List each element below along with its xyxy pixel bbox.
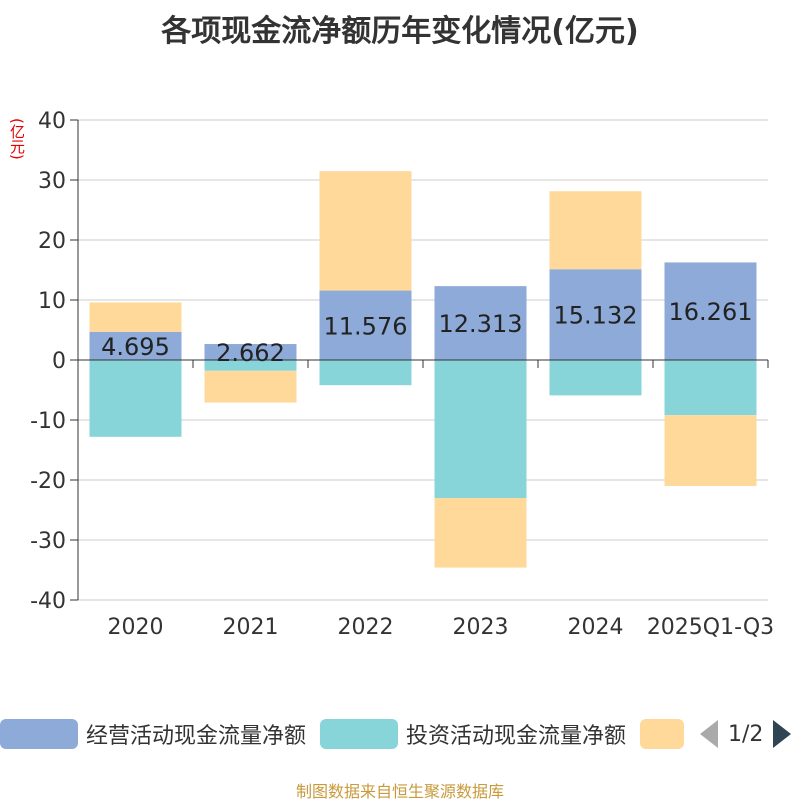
y-axis-unit-label: (亿元) <box>8 118 26 160</box>
bar-operating-2025Q1-Q3 <box>664 262 757 360</box>
data-label-2021: 2.662 <box>216 339 285 367</box>
y-tick-label: 10 <box>38 289 66 314</box>
bar-financing-2022 <box>319 171 412 291</box>
legend-item-investing[interactable]: 投资活动现金流量净额 <box>320 716 626 752</box>
bar-operating-2021 <box>204 344 297 360</box>
y-tick-label: -10 <box>30 409 66 434</box>
y-tick-label: 30 <box>38 169 66 194</box>
bar-investing-2021 <box>204 360 297 371</box>
data-source-footer: 制图数据来自恒生聚源数据库 <box>295 782 504 801</box>
x-tick-label-2025Q1-Q3: 2025Q1-Q3 <box>647 615 774 640</box>
data-label-2022: 11.576 <box>324 312 408 340</box>
data-label-2024: 15.132 <box>554 302 638 330</box>
legend-page-indicator: 1/2 <box>728 721 764 747</box>
legend-item-operating[interactable]: 经营活动现金流量净额 <box>0 716 306 752</box>
legend-swatch-financing <box>640 719 684 749</box>
bar-operating-2024 <box>549 269 642 360</box>
bar-financing-2024 <box>549 191 642 270</box>
legend-item-financing[interactable] <box>640 716 692 752</box>
y-tick-label: -40 <box>30 589 66 614</box>
legend-label-investing: 投资活动现金流量净额 <box>406 724 627 749</box>
x-tick-label-2020: 2020 <box>108 615 164 640</box>
legend: 经营活动现金流量净额 投资活动现金流量净额 1/2 <box>0 716 800 754</box>
bar-financing-2020 <box>89 302 182 332</box>
bar-investing-2020 <box>89 360 182 437</box>
x-tick-label-2023: 2023 <box>453 615 509 640</box>
bar-investing-2022 <box>319 360 412 386</box>
bar-investing-2025Q1-Q3 <box>664 360 757 416</box>
y-tick-label: 20 <box>38 229 66 254</box>
x-tick-label-2022: 2022 <box>338 615 394 640</box>
bar-investing-2023 <box>434 360 527 498</box>
data-label-2025Q1-Q3: 16.261 <box>669 298 753 326</box>
y-tick-label: -20 <box>30 469 66 494</box>
y-tick-label: 0 <box>52 349 66 374</box>
stacked-bar-chart: 40 30 20 10 0 -10 -20 -30 -40 4.695 2.662 11.576 12.… <box>30 109 774 640</box>
bar-operating-2022 <box>319 290 412 360</box>
bar-financing-2023 <box>434 498 527 568</box>
bar-financing-2021 <box>204 370 297 403</box>
legend-swatch-investing <box>320 719 398 749</box>
y-tick-label: 40 <box>38 109 66 134</box>
legend-label-operating: 经营活动现金流量净额 <box>86 724 307 749</box>
y-tick-label: -30 <box>30 529 66 554</box>
bar-financing-2025Q1-Q3 <box>664 415 757 486</box>
bar-investing-2024 <box>549 360 642 396</box>
data-label-2023: 12.313 <box>439 310 523 338</box>
bar-operating-2023 <box>434 286 527 360</box>
data-label-2020: 4.695 <box>101 333 170 361</box>
legend-swatch-operating <box>0 719 78 749</box>
legend-pager: 1/2 <box>700 716 792 752</box>
legend-prev-arrow-icon[interactable] <box>700 720 718 748</box>
bar-operating-2020 <box>89 331 182 360</box>
legend-next-arrow-icon[interactable] <box>773 720 792 748</box>
x-tick-label-2021: 2021 <box>223 615 279 640</box>
chart-title: 各项现金流净额历年变化情况(亿元) <box>161 14 639 49</box>
x-tick-label-2024: 2024 <box>568 615 624 640</box>
